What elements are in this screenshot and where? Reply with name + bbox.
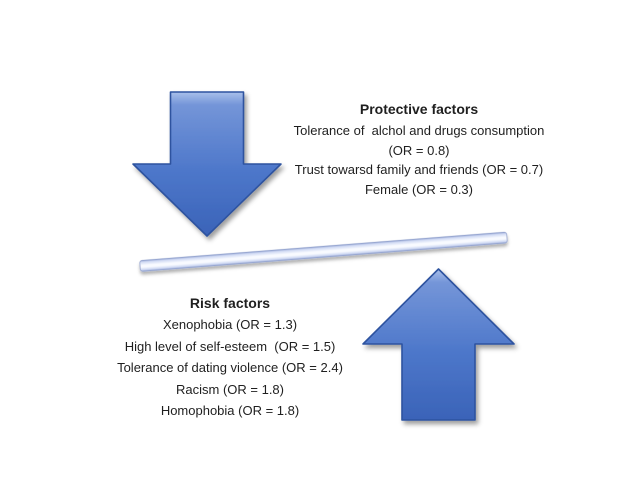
risk-factor-item: Tolerance of dating violence (OR = 2.4) <box>117 360 343 375</box>
protective-factors-block: Protective factors Tolerance of alchol a… <box>274 99 564 199</box>
protective-factors-title: Protective factors <box>359 101 479 117</box>
down-arrow-icon <box>132 91 282 237</box>
risk-factors-title: Risk factors <box>189 295 271 311</box>
risk-factor-item: Homophobia (OR = 1.8) <box>160 403 300 418</box>
protective-factor-item: (OR = 0.8) <box>388 142 450 158</box>
risk-factor-item: Xenophobia (OR = 1.3) <box>162 317 298 332</box>
protective-factor-item: Female (OR = 0.3) <box>364 181 473 197</box>
protective-factor-item: Trust towarsd family and friends (OR = 0… <box>294 162 544 177</box>
risk-factors-block: Risk factors Xenophobia (OR = 1.3) High … <box>100 293 360 422</box>
protective-factors-list: Tolerance of alchol and drugs consumptio… <box>274 121 564 199</box>
balance-bar-icon <box>139 231 508 272</box>
risk-factor-item: High level of self-esteem (OR = 1.5) <box>124 338 336 354</box>
up-arrow-icon <box>362 268 515 421</box>
protective-factor-item: Tolerance of alchol and drugs consumptio… <box>293 123 545 138</box>
risk-factors-list: Xenophobia (OR = 1.3) High level of self… <box>100 314 360 422</box>
risk-factor-item: Racism (OR = 1.8) <box>176 381 284 397</box>
